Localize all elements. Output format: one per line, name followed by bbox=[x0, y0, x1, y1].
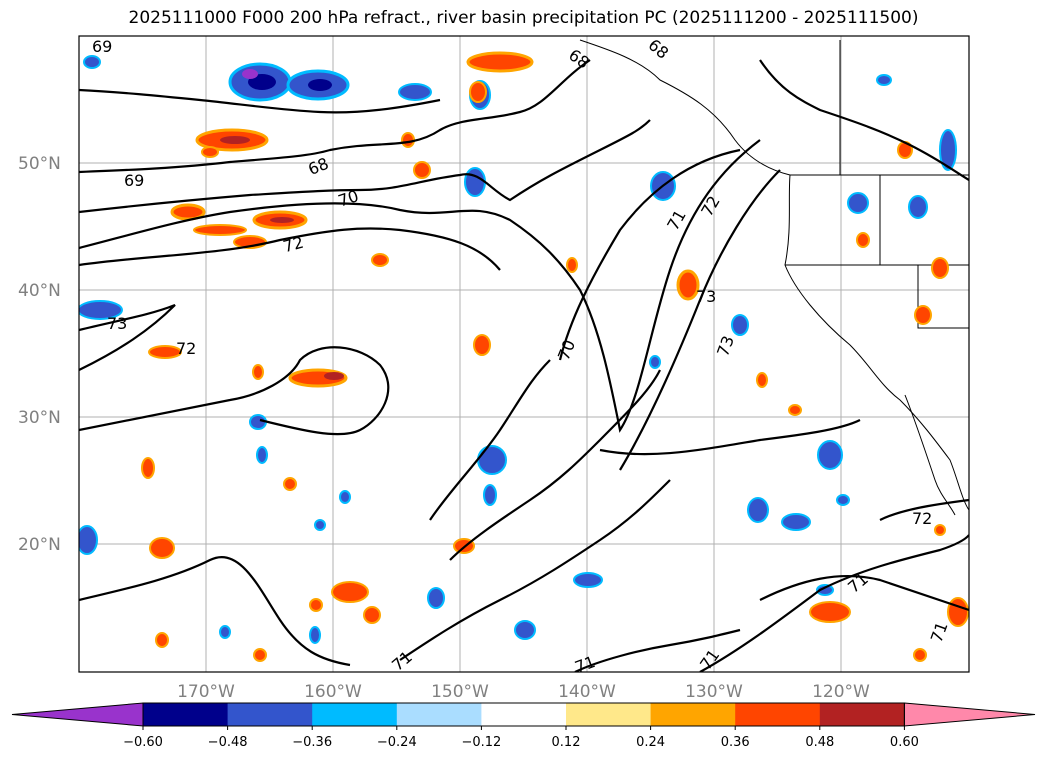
colorbar-frame bbox=[142, 702, 905, 727]
gridlines bbox=[79, 36, 969, 672]
contour-label: 72 bbox=[281, 233, 306, 257]
lon-label: 130°W bbox=[685, 682, 743, 702]
lat-label: 30°N bbox=[18, 408, 61, 428]
contour-label: 72 bbox=[176, 339, 196, 358]
colorbar-tick-label: −0.24 bbox=[377, 735, 417, 750]
colorbar-segment bbox=[312, 703, 398, 726]
lon-label: 150°W bbox=[431, 682, 489, 702]
lon-label: 120°W bbox=[812, 682, 870, 702]
colorbar-tick-label: 0.36 bbox=[721, 735, 750, 750]
lon-label: 170°W bbox=[177, 682, 235, 702]
lat-label: 50°N bbox=[18, 154, 61, 174]
lat-label: 20°N bbox=[18, 535, 61, 555]
latitude-labels: 50°N 40°N 30°N 20°N bbox=[18, 154, 61, 555]
colorbar-tick-label: −0.36 bbox=[292, 735, 332, 750]
colorbar-segment bbox=[481, 703, 567, 726]
colorbar-segment bbox=[227, 703, 313, 726]
map-title: 2025111000 F000 200 hPa refract., river … bbox=[128, 8, 919, 28]
contour-label: 72 bbox=[912, 509, 932, 528]
contour-label: 73 bbox=[696, 287, 716, 306]
precip-shading bbox=[79, 51, 969, 662]
colorbar-segment bbox=[566, 703, 652, 726]
positive-shading bbox=[141, 51, 969, 662]
colorbar-extend-high bbox=[903, 702, 1036, 727]
colorbar: −0.60 −0.48 −0.36 −0.24 −0.12 0.12 0.24 0.36 0.4… bbox=[11, 702, 1036, 750]
colorbar-tick-label: 0.12 bbox=[552, 735, 581, 750]
colorbar-segment bbox=[143, 703, 229, 726]
refractivity-contours bbox=[79, 59, 969, 672]
lon-label: 160°W bbox=[304, 682, 362, 702]
colorbar-tick-label: −0.12 bbox=[461, 735, 501, 750]
plot-frame bbox=[78, 35, 970, 673]
contour-label: 73 bbox=[107, 314, 127, 333]
colorbar-tick-label: −0.60 bbox=[123, 735, 163, 750]
contour-label: 71 bbox=[572, 652, 598, 677]
lon-label: 140°W bbox=[558, 682, 616, 702]
lat-label: 40°N bbox=[18, 281, 61, 301]
colorbar-extend-low bbox=[11, 702, 144, 727]
colorbar-tick-label: 0.60 bbox=[890, 735, 919, 750]
colorbar-tick-label: 0.48 bbox=[805, 735, 834, 750]
colorbar-segment bbox=[735, 703, 821, 726]
longitude-labels: 170°W 160°W 150°W 140°W 130°W 120°W bbox=[177, 682, 870, 702]
colorbar-tick-label: 0.24 bbox=[636, 735, 665, 750]
colorbar-segment bbox=[650, 703, 736, 726]
colorbar-segment bbox=[819, 703, 905, 726]
colorbar-segment bbox=[396, 703, 482, 726]
contour-label: 69 bbox=[92, 37, 112, 56]
contour-label: 69 bbox=[124, 171, 144, 190]
colorbar-tick-label: −0.48 bbox=[208, 735, 248, 750]
